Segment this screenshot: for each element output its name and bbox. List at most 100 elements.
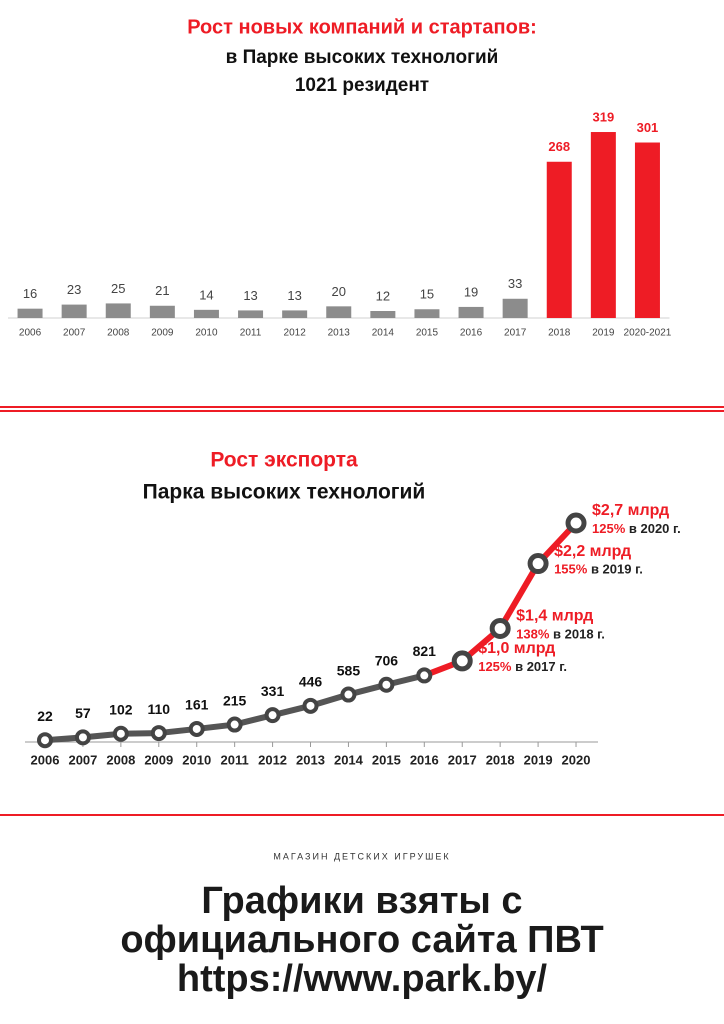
bar	[17, 308, 43, 318]
point	[226, 716, 243, 733]
bar	[590, 132, 616, 318]
point	[188, 720, 205, 737]
x-tick-label: 2020-2021	[624, 328, 672, 339]
value-label: 22	[37, 708, 53, 724]
x-tick-label: 2015	[416, 328, 439, 339]
bar-value-label: 13	[243, 288, 257, 303]
x-tick-label: 2010	[182, 752, 211, 767]
value-label: 110	[147, 701, 170, 717]
growth-label: 155% в 2019 г.	[554, 562, 643, 577]
x-tick-label: 2012	[258, 752, 287, 767]
x-tick-label: 2015	[372, 752, 401, 767]
x-tick-label: 2007	[68, 752, 97, 767]
bar	[502, 298, 528, 318]
x-tick-label: 2016	[460, 328, 483, 339]
growth-year: в 2019 г.	[591, 562, 643, 577]
bar-chart-title: Рост новых компаний и стартапов:	[187, 16, 537, 38]
footer-line: официального сайта ПВТ	[120, 919, 603, 961]
value-label: 331	[261, 683, 285, 699]
point	[565, 512, 587, 534]
value-label: $1,4 млрд	[516, 608, 593, 625]
x-tick-label: 2016	[410, 752, 439, 767]
x-tick-label: 2020	[562, 752, 591, 767]
point	[416, 667, 433, 684]
bar-value-label: 16	[23, 286, 37, 301]
x-tick-label: 2006	[31, 752, 60, 767]
bar-value-label: 319	[592, 109, 614, 124]
growth-label: 138% в 2018 г.	[516, 627, 605, 642]
x-tick-label: 2006	[19, 328, 42, 339]
bar	[370, 311, 396, 318]
point	[527, 553, 549, 575]
point	[451, 650, 473, 672]
bar-value-label: 15	[420, 287, 434, 302]
x-tick-label: 2019	[592, 328, 615, 339]
value-label: 102	[109, 701, 133, 717]
x-tick-label: 2009	[144, 752, 173, 767]
x-tick-label: 2011	[221, 752, 249, 767]
value-label: 585	[337, 662, 361, 678]
bar	[238, 310, 264, 318]
point	[378, 676, 395, 693]
point	[150, 725, 167, 742]
point	[340, 686, 357, 703]
growth-label: 125% в 2017 г.	[478, 659, 567, 674]
bar-value-label: 20	[332, 284, 346, 299]
x-tick-label: 2012	[284, 328, 307, 339]
value-label: $1,0 млрд	[478, 640, 555, 657]
point	[74, 729, 91, 746]
bar-value-label: 21	[155, 283, 169, 298]
point	[37, 732, 53, 749]
point	[489, 617, 511, 639]
bar	[326, 306, 352, 318]
value-label: $2,2 млрд	[554, 543, 631, 560]
x-tick-label: 2019	[524, 752, 553, 767]
bar-value-label: 301	[637, 120, 659, 135]
x-tick-label: 2018	[548, 328, 571, 339]
bar-chart-subtitle: в Парке высоких технологий	[226, 47, 499, 68]
x-tick-label: 2008	[106, 752, 135, 767]
growth-percent: 125%	[592, 521, 626, 536]
bar-value-label: 33	[508, 276, 522, 291]
bar-value-label: 25	[111, 281, 125, 296]
bar	[634, 142, 660, 318]
value-label: 821	[413, 643, 437, 659]
footer-line: https://www.park.by/	[177, 958, 548, 1000]
line-chart-title: Рост экспорта	[210, 449, 358, 472]
bar-value-label: 13	[287, 288, 301, 303]
bar-value-label: 268	[548, 139, 570, 154]
x-tick-label: 2013	[328, 328, 351, 339]
bar-value-label: 19	[464, 284, 478, 299]
point	[264, 707, 281, 724]
value-label: 706	[375, 652, 399, 668]
line-segment	[497, 560, 542, 632]
bar	[193, 309, 219, 318]
growth-year: в 2017 г.	[515, 659, 567, 674]
value-label: 161	[185, 697, 209, 713]
value-label: 215	[223, 692, 247, 708]
x-tick-label: 2008	[107, 328, 130, 339]
value-label: 57	[75, 705, 91, 721]
growth-label: 125% в 2020 г.	[592, 521, 681, 536]
value-label: $2,7 млрд	[592, 502, 669, 519]
growth-percent: 155%	[554, 562, 588, 577]
x-tick-label: 2017	[504, 328, 527, 339]
bar	[414, 309, 440, 318]
bar-value-label: 12	[376, 288, 390, 303]
x-tick-label: 2007	[63, 328, 86, 339]
growth-year: в 2018 г.	[553, 627, 605, 642]
growth-percent: 125%	[478, 659, 512, 674]
bar-chart-annotation: 1021 резидент	[295, 75, 429, 96]
bar	[458, 306, 484, 318]
value-label: 446	[299, 674, 323, 690]
x-tick-label: 2009	[151, 328, 174, 339]
x-tick-label: 2017	[448, 752, 477, 767]
bar	[61, 304, 87, 318]
bar	[149, 305, 175, 318]
bar-value-label: 14	[199, 287, 213, 302]
growth-year: в 2020 г.	[629, 521, 681, 536]
point	[112, 725, 129, 742]
point	[302, 697, 319, 714]
